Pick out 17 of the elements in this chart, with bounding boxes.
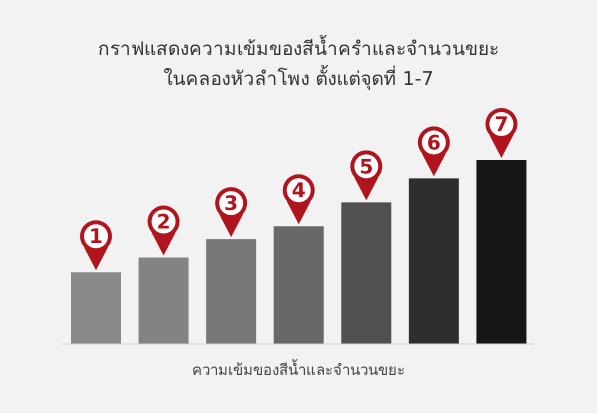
x-tick-label: 6 — [426, 130, 441, 154]
x-tick-label: 3 — [224, 191, 238, 216]
x-tick-label: 2 — [156, 210, 171, 234]
x-tick-label: 7 — [494, 112, 508, 136]
x-tick-label: 1 — [89, 224, 103, 248]
bar — [274, 226, 324, 344]
chart-title: กราฟแสดงความเข้มของสีน้ำครำและจำนวนขยะ — [97, 34, 500, 62]
x-tick-label: 5 — [359, 154, 374, 178]
bar — [138, 258, 189, 344]
bar — [408, 178, 459, 344]
bar — [476, 160, 526, 344]
chart-subtitle: ในคลองหัวลำโพง ตั้งแต่จุดที่ 1-7 — [162, 64, 435, 92]
bar — [71, 272, 121, 344]
bar — [206, 239, 256, 344]
x-axis-title: ความเข้มของสีน้ำและจำนวนขยะ — [191, 358, 406, 381]
x-tick-label: 4 — [292, 178, 306, 202]
bar — [341, 202, 392, 344]
